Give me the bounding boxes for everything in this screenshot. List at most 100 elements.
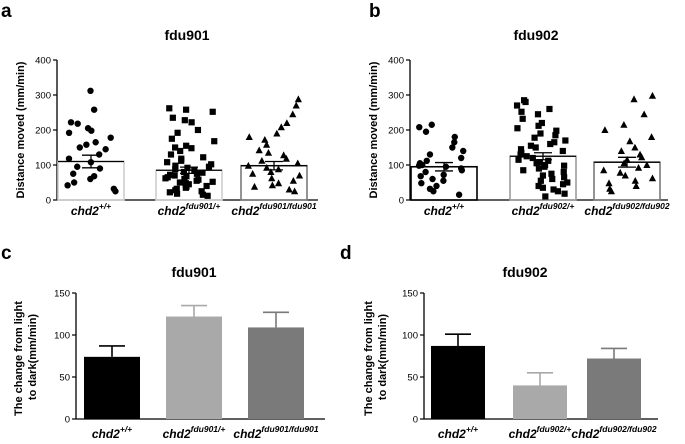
- data-point: [451, 133, 458, 141]
- data-point: [205, 163, 213, 170]
- data-point: [531, 134, 538, 141]
- y-tick-label: 0: [65, 415, 70, 426]
- panel-c: c fdu901 The change from light to dark(m…: [1, 243, 325, 441]
- data-point: [626, 137, 634, 145]
- data-point: [168, 135, 175, 142]
- data-point: [539, 184, 546, 191]
- data-point: [176, 179, 183, 186]
- data-point: [600, 166, 608, 174]
- data-point: [88, 127, 95, 134]
- x-category-label: chd2fdu901/fdu901: [233, 424, 318, 441]
- chart-title: fdu902: [513, 27, 558, 43]
- data-point: [70, 170, 77, 177]
- data-point: [282, 154, 290, 162]
- data-point: [561, 174, 568, 181]
- y-axis-label: The change from light to dark(mm/min): [363, 298, 389, 416]
- x-category-label: chd2+/+: [424, 201, 464, 218]
- data-point: [532, 144, 539, 151]
- bar: [248, 327, 304, 419]
- data-point: [67, 119, 75, 126]
- data-point: [515, 156, 522, 163]
- data-point: [527, 142, 535, 149]
- x-category-label: chd2fdu901/fdu901: [231, 201, 316, 218]
- panel-letter: c: [1, 243, 12, 264]
- data-point: [76, 144, 83, 151]
- data-point: [273, 129, 281, 137]
- data-point: [162, 175, 169, 182]
- data-point: [545, 157, 552, 164]
- data-point: [562, 137, 569, 144]
- data-point: [294, 95, 302, 103]
- bar: [587, 358, 641, 419]
- data-point: [262, 140, 271, 148]
- data-point: [87, 175, 94, 183]
- data-point: [647, 133, 656, 140]
- y-tick-label: 300: [35, 91, 51, 102]
- x-category-label: chd2fdu902/+: [509, 424, 572, 441]
- data-point: [173, 190, 181, 197]
- data-point: [455, 191, 463, 198]
- data-point: [280, 151, 288, 159]
- data-point: [643, 161, 651, 168]
- data-point: [277, 123, 285, 131]
- y-tick-label: 0: [413, 415, 418, 426]
- data-point: [65, 129, 73, 136]
- data-point: [549, 175, 556, 183]
- data-point: [634, 164, 643, 171]
- data-point: [550, 186, 557, 193]
- y-tick-label: 100: [35, 161, 51, 172]
- data-point: [537, 130, 544, 137]
- x-category-label: chd2fdu902/+: [512, 201, 575, 218]
- data-point: [538, 119, 545, 127]
- data-point: [184, 164, 191, 171]
- data-point: [295, 171, 304, 179]
- data-point: [261, 136, 269, 143]
- data-point: [199, 169, 206, 176]
- data-point: [172, 187, 179, 194]
- data-point: [632, 182, 640, 189]
- data-point: [74, 163, 81, 170]
- data-point: [440, 177, 447, 184]
- y-tick-label: 400: [388, 56, 404, 67]
- data-point: [433, 182, 440, 190]
- data-point: [267, 168, 275, 175]
- data-point: [539, 172, 547, 179]
- data-point: [194, 126, 202, 134]
- y-tick-label: 400: [35, 56, 51, 67]
- data-point: [285, 185, 293, 193]
- data-point: [522, 98, 529, 106]
- data-point: [268, 181, 276, 189]
- data-point: [640, 110, 648, 118]
- data-point: [535, 182, 542, 190]
- data-point: [529, 154, 536, 162]
- bar: [166, 316, 222, 419]
- data-point: [561, 190, 568, 197]
- data-point: [291, 187, 299, 195]
- data-point: [535, 122, 542, 129]
- data-point: [182, 106, 190, 113]
- data-point: [172, 162, 179, 169]
- y-tick-label: 0: [399, 196, 404, 207]
- data-point: [171, 144, 179, 151]
- data-point: [209, 108, 216, 115]
- bar: [84, 356, 140, 419]
- data-point: [533, 160, 540, 167]
- data-point: [283, 119, 291, 126]
- data-point: [416, 124, 423, 131]
- data-point: [199, 191, 206, 198]
- data-point: [607, 187, 616, 195]
- data-point: [171, 172, 178, 179]
- data-point: [648, 91, 657, 99]
- data-point: [605, 179, 613, 187]
- data-point: [617, 147, 625, 154]
- panel-d: d fdu902 The change from light to dark(m…: [340, 243, 658, 441]
- data-point: [537, 177, 544, 184]
- data-point: [264, 148, 273, 156]
- y-tick-label: 300: [388, 91, 404, 102]
- data-point: [564, 179, 571, 186]
- data-point: [188, 145, 195, 152]
- data-point: [513, 102, 521, 109]
- data-point: [616, 168, 624, 176]
- y-axis-label: Distance moved (mm/min): [15, 61, 27, 198]
- y-tick-label: 50: [407, 373, 418, 384]
